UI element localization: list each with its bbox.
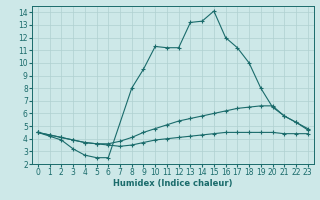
X-axis label: Humidex (Indice chaleur): Humidex (Indice chaleur) xyxy=(113,179,233,188)
